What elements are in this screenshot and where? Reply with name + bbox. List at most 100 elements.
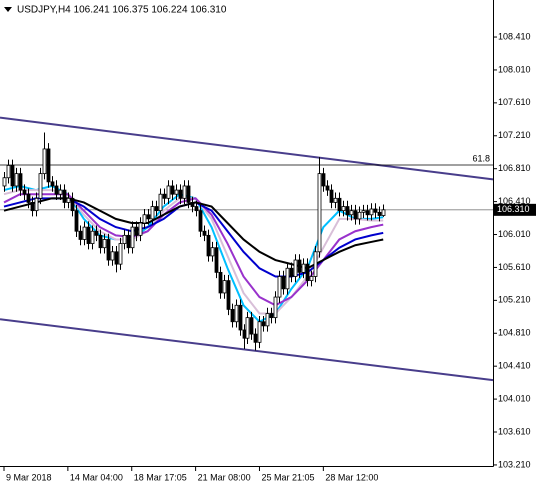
candle-body: [74, 210, 79, 232]
y-tick-label: 108.010: [498, 64, 531, 74]
candle-body: [22, 189, 27, 195]
candle-body: [234, 304, 239, 323]
candle-body: [62, 189, 67, 203]
candle-body: [285, 267, 290, 290]
candle-body: [349, 210, 354, 216]
candle-body: [305, 263, 310, 282]
candle-body: [170, 185, 175, 195]
candle-body: [249, 317, 254, 335]
price-label: 106.310: [497, 204, 530, 214]
x-tick-label: 25 Mar 21:05: [261, 472, 314, 482]
y-tick-label: 107.610: [498, 97, 531, 107]
candle-body: [257, 321, 262, 343]
y-tick-label: 104.810: [498, 328, 531, 338]
y-tick-label: 103.610: [498, 426, 531, 436]
candle-body: [178, 189, 183, 199]
channel-line: [0, 116, 494, 181]
candle-body: [242, 329, 247, 339]
candle-body: [30, 202, 35, 212]
candle-body: [341, 206, 346, 212]
y-tick-label: 105.210: [498, 295, 531, 305]
candle-body: [261, 321, 266, 327]
candle-body: [337, 197, 342, 212]
candle-body: [154, 206, 159, 212]
candle-body: [142, 214, 147, 224]
candle-body: [321, 173, 326, 187]
candle-body: [186, 185, 191, 203]
y-tick-label: 108.410: [498, 31, 531, 41]
chart-title: USDJPY,H4 106.241 106.375 106.224 106.31…: [17, 5, 227, 16]
candle-body: [134, 226, 139, 236]
candle-body: [58, 189, 63, 195]
candle-body: [206, 234, 211, 257]
candle-body: [118, 243, 123, 265]
x-tick-label: 18 Mar 17:05: [134, 472, 187, 482]
candle-body: [46, 148, 51, 183]
candle-body: [86, 226, 91, 244]
candle-body: [138, 222, 143, 236]
candle-body: [54, 185, 59, 195]
candle-body: [6, 164, 11, 179]
candle-body: [273, 296, 278, 319]
candle-body: [174, 189, 179, 195]
candle-body: [126, 234, 131, 249]
candle-body: [130, 226, 135, 249]
candle-body: [82, 226, 87, 240]
candle-body: [218, 271, 223, 294]
channel-line: [0, 318, 494, 382]
candle-body: [38, 173, 43, 199]
candle-body: [158, 193, 163, 212]
candle-body: [289, 267, 294, 277]
candle-body: [106, 239, 111, 261]
candle-body: [122, 234, 127, 244]
y-tick-label: 107.210: [498, 130, 531, 140]
candle-body: [78, 230, 83, 240]
candle-body: [365, 210, 370, 216]
candle-body: [102, 239, 107, 249]
candle-body: [10, 164, 15, 187]
y-tick-label: 106.010: [498, 229, 531, 239]
candle-body: [345, 206, 350, 216]
candle-body: [281, 276, 286, 290]
candle-body: [226, 280, 231, 310]
candle-body: [269, 313, 274, 319]
candle-body: [146, 214, 151, 220]
candle-body: [317, 173, 322, 253]
candle-body: [162, 193, 167, 199]
candle-body: [381, 209, 386, 216]
candle-body: [114, 251, 119, 265]
candle-body: [353, 210, 358, 220]
candle-body: [50, 181, 55, 187]
x-tick-label: 14 Mar 04:00: [70, 472, 123, 482]
candle-body: [369, 208, 374, 216]
candle-body: [377, 211, 382, 216]
candle-body: [90, 230, 95, 244]
x-tick-label: 9 Mar 2018: [6, 472, 52, 482]
candle-body: [150, 206, 155, 220]
plot-area: [0, 116, 494, 382]
candle-body: [18, 173, 23, 191]
candle-body: [313, 251, 318, 277]
candle-body: [361, 210, 366, 213]
candle-body: [325, 185, 330, 191]
candle-body: [42, 148, 47, 175]
candle-body: [265, 313, 270, 327]
y-tick-label: 103.210: [498, 459, 531, 469]
candle-body: [222, 280, 227, 294]
candle-body: [245, 317, 250, 339]
x-tick-label: 21 Mar 08:00: [198, 472, 251, 482]
candle-body: [277, 276, 282, 298]
candle-body: [66, 197, 71, 203]
candle-body: [194, 206, 199, 212]
candle-body: [373, 208, 378, 213]
menu-triangle: [4, 7, 12, 12]
candle-body: [230, 309, 235, 323]
candle-body: [301, 263, 306, 273]
candle-body: [293, 259, 298, 277]
y-tick-label: 105.610: [498, 262, 531, 272]
price-label-box: [494, 203, 536, 216]
candle-body: [182, 185, 187, 199]
